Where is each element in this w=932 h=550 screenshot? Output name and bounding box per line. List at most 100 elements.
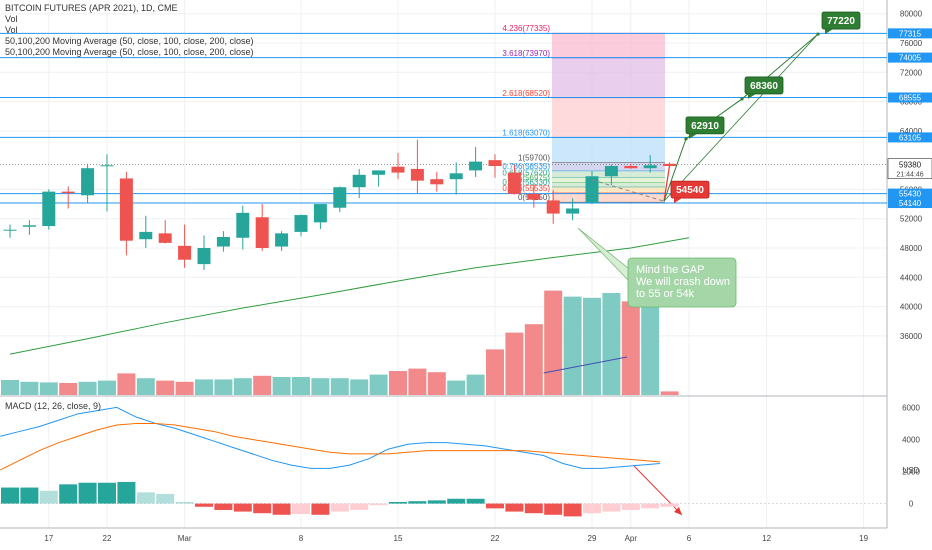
fib-label: 0.618(57620) <box>502 169 550 178</box>
countdown-text: 21:44:46 <box>896 172 923 179</box>
volume-bar <box>369 374 388 395</box>
projection-point <box>816 32 820 36</box>
macd-tick-label: 2000 <box>902 468 920 477</box>
volume-bar <box>524 324 543 395</box>
fib-label: 1.618(63070) <box>502 129 550 138</box>
macd-pane <box>0 406 887 517</box>
macd-histogram-bar <box>272 503 291 515</box>
target-badge <box>821 11 861 30</box>
volume-bar <box>175 381 194 395</box>
macd-histogram-bar <box>1 487 19 504</box>
candle-body <box>430 179 444 185</box>
macd-histogram-bar <box>369 503 388 506</box>
ma-label-1[interactable]: 50,100,200 Moving Average (50, close, 10… <box>5 36 254 46</box>
macd-line <box>0 406 660 469</box>
volume-trendline <box>543 356 628 374</box>
candle-body <box>216 237 230 247</box>
level-badge-text: 63105 <box>899 133 922 142</box>
volume-bar <box>1 380 19 395</box>
fib-label: 1(59700) <box>518 153 550 162</box>
candle-body <box>372 170 386 175</box>
candle-body <box>643 165 657 169</box>
x-tick-label: 6 <box>687 534 692 543</box>
fib-label: 0.5(56975) <box>511 173 550 182</box>
target-badge-tail <box>825 29 833 35</box>
target-badge-tail <box>689 133 697 139</box>
macd-histogram-bar <box>486 503 504 509</box>
macd-histogram-bar <box>59 484 78 504</box>
fibonacci-zone[interactable] <box>552 32 665 203</box>
level-badge-text: 77315 <box>899 29 922 38</box>
y-tick-label: 76000 <box>900 39 923 48</box>
candles <box>3 139 677 270</box>
vol-label-2[interactable]: Vol <box>5 25 18 35</box>
fib-label: 0.786(58535) <box>502 162 550 171</box>
candle-body <box>158 233 172 243</box>
macd-histogram-bar <box>544 503 563 515</box>
volume-bar <box>292 377 310 395</box>
macd-histogram-bar <box>583 503 601 514</box>
candle-body <box>178 245 192 260</box>
macd-histogram-bar <box>427 500 446 504</box>
macd-tick-label: 4000 <box>902 435 920 444</box>
macd-histogram-bar <box>408 501 427 504</box>
candle-body <box>3 229 17 231</box>
fib-band <box>552 187 665 193</box>
chart-title[interactable]: BITCOIN FUTURES (APR 2021), 1D, CME <box>5 3 178 13</box>
target-badge-text: 68360 <box>750 81 778 92</box>
last-price-text: 59380 <box>899 161 922 170</box>
projection-point <box>740 97 744 101</box>
volume-bar <box>253 375 272 395</box>
price-targets[interactable]: 62910 68360 77220 54540 <box>670 11 861 204</box>
level-badge-text: 74005 <box>899 54 922 63</box>
candle-body <box>546 200 560 214</box>
y-tick-label: 36000 <box>900 332 923 341</box>
volume-bar <box>408 368 427 395</box>
volume-bar <box>233 378 252 395</box>
fibonacci-labels: 4.236(77335) 3.618(73970) 2.618(68520) 1.61… <box>502 24 550 202</box>
macd-legend[interactable]: MACD (12, 26, close, 9) <box>5 401 102 411</box>
macd-projection-line <box>633 465 683 516</box>
target-badge-tail <box>674 198 682 204</box>
volume-bar <box>136 378 155 395</box>
x-tick-label: 17 <box>44 534 53 543</box>
macd-histogram-bar <box>524 503 543 514</box>
x-tick-label: Mar <box>178 534 192 543</box>
fib-label: 2.618(68520) <box>502 89 550 98</box>
volume-bar <box>156 380 175 395</box>
ma-label-2[interactable]: 50,100,200 Moving Average (50, close, 10… <box>5 47 254 57</box>
candle-body <box>81 168 95 196</box>
target-badge-text: 77220 <box>827 16 855 27</box>
fib-label: 0.382(56330) <box>502 178 550 187</box>
target-badge <box>670 180 710 199</box>
last-price-badge <box>887 158 932 179</box>
vol-label-1[interactable]: Vol <box>5 14 18 24</box>
candle-body <box>294 215 308 232</box>
horizontal-levels[interactable] <box>0 32 887 204</box>
candle-body <box>663 163 677 166</box>
fib-label: 4.236(77335) <box>502 24 550 33</box>
ma-line <box>9 237 690 355</box>
volume-bar <box>272 377 291 395</box>
volume-bar <box>350 379 369 395</box>
candle-body <box>100 165 114 167</box>
candle-body <box>585 176 599 203</box>
volume-bar <box>39 382 58 395</box>
macd-histogram-bar <box>641 503 660 509</box>
macd-histogram-bar <box>466 498 485 504</box>
candle-body <box>352 174 366 188</box>
y-tick-label: 72000 <box>900 68 923 77</box>
volume-bar <box>660 391 679 395</box>
legend: BITCOIN FUTURES (APR 2021), 1D, CME Vol … <box>5 3 254 58</box>
macd-histogram-bar <box>78 482 97 504</box>
macd-histogram-bar <box>660 503 679 507</box>
x-tick-label: 19 <box>859 534 868 543</box>
x-tick-label: 15 <box>394 534 403 543</box>
candle-body <box>313 204 327 223</box>
candle-body <box>410 168 424 181</box>
macd-histogram-bar <box>292 503 310 514</box>
level-badge-text: 54140 <box>899 199 922 208</box>
volume-bar <box>78 381 97 395</box>
